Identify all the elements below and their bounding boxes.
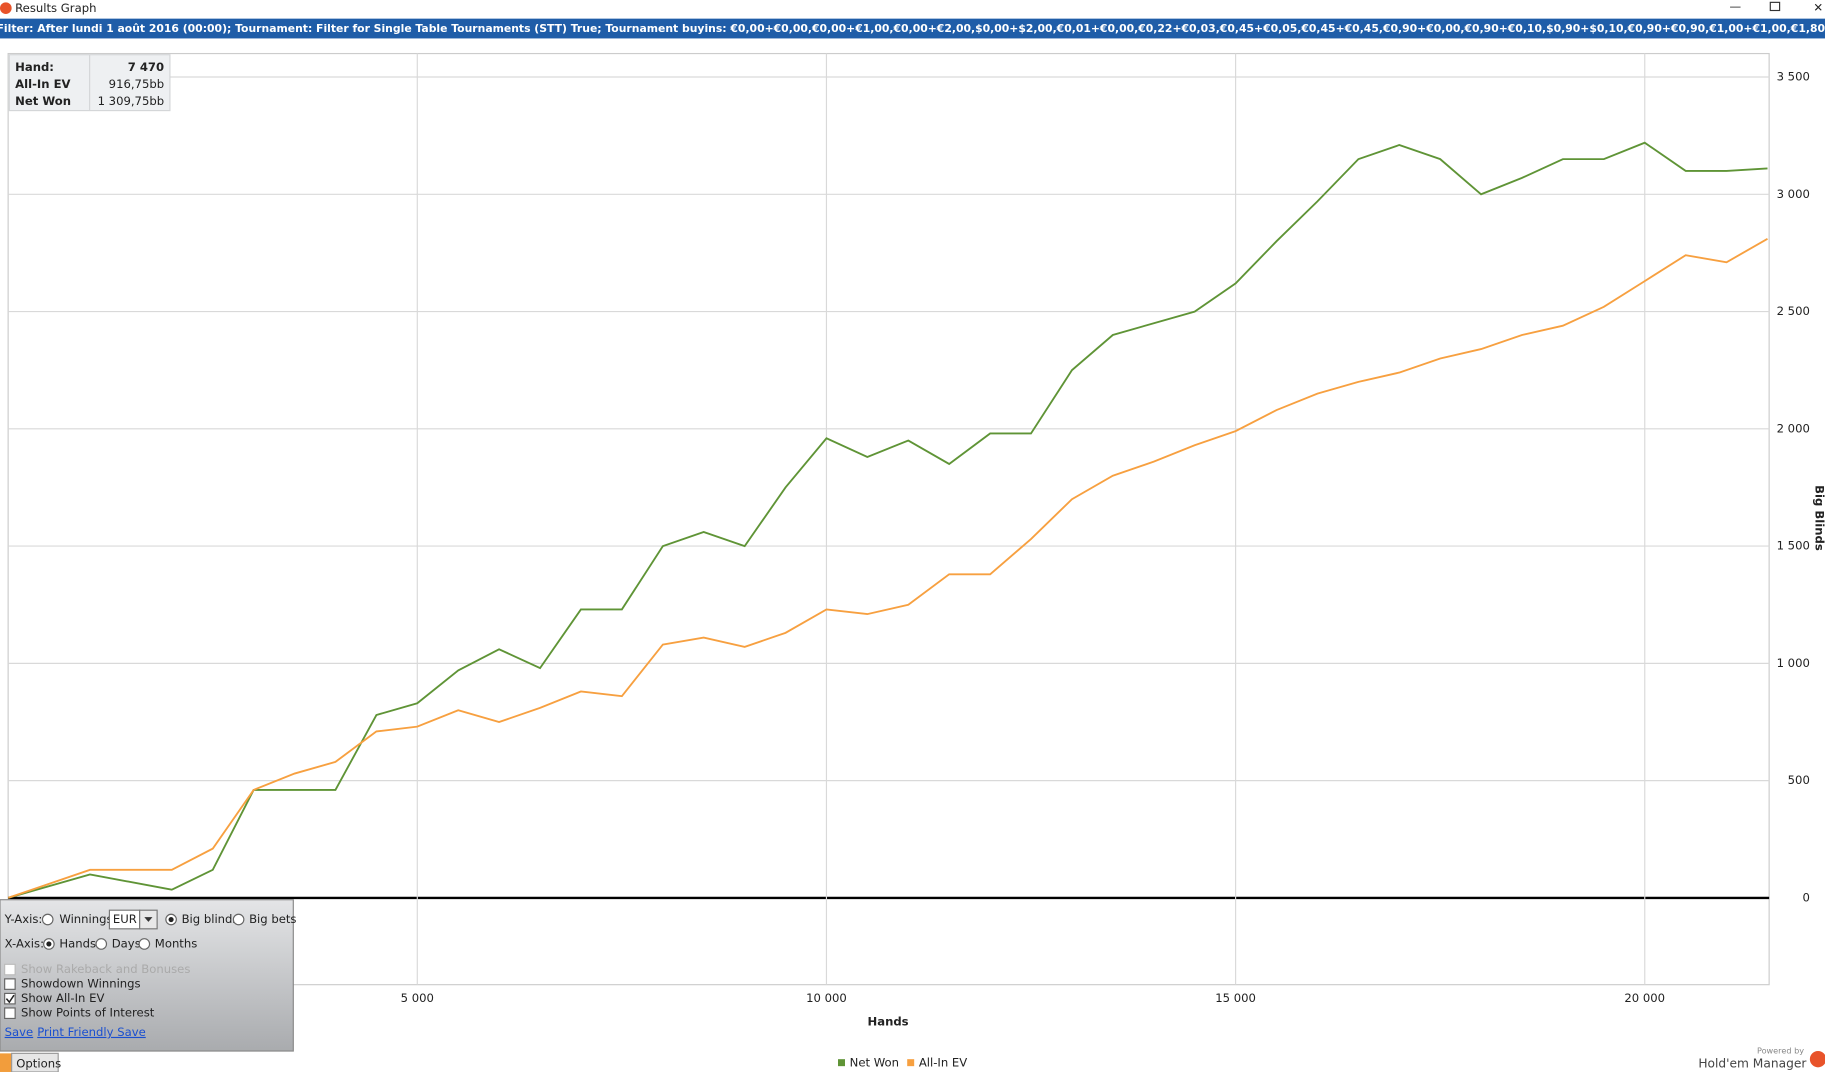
x-tick-label: 5 000 <box>401 991 434 1005</box>
restore-button[interactable] <box>1769 1 1781 12</box>
legend-label: Net Won <box>850 1056 899 1070</box>
radio-label: Months <box>155 936 198 950</box>
filter-text: Filter: After lundi 1 août 2016 (00:00);… <box>0 22 1825 35</box>
checkbox-label: Show Points of Interest <box>21 1006 155 1020</box>
y-tick-label: 0 <box>1802 890 1809 904</box>
radio-big-bets[interactable] <box>232 913 245 926</box>
x-tick-label: 15 000 <box>1215 991 1256 1005</box>
series-line <box>8 238 1768 899</box>
checkbox[interactable] <box>4 992 16 1005</box>
radio-selected <box>168 916 174 923</box>
x-axis-title: Hands <box>868 1014 909 1028</box>
checkbox[interactable] <box>4 978 16 990</box>
series-line <box>8 141 1768 899</box>
radio-label: Big blinds <box>182 912 239 926</box>
stat-value: 1 309,75bb <box>98 94 165 108</box>
stat-label: Hand: <box>15 60 54 74</box>
radio-label: Days <box>112 936 141 950</box>
radio-days[interactable] <box>95 938 108 950</box>
y-tick-label: 2 000 <box>1777 421 1810 435</box>
powered-by: Powered by <box>1757 1046 1804 1056</box>
options-tab-label: Options <box>16 1056 61 1070</box>
legend-swatch <box>907 1059 915 1067</box>
y-tick-label: 1 000 <box>1777 656 1810 670</box>
radio-label: Winnings <box>59 912 112 926</box>
stat-value: 7 470 <box>128 60 164 74</box>
filter-bar <box>0 18 1825 39</box>
radio-label: Hands <box>59 936 96 950</box>
legend-swatch <box>838 1059 845 1067</box>
stat-value: 916,75bb <box>109 77 164 91</box>
y-axis-option-label: Y-Axis: <box>4 912 43 926</box>
checkbox-label: Show Rakeback and Bonuses <box>21 962 190 976</box>
y-tick-label: 3 500 <box>1777 70 1810 84</box>
save-link[interactable]: Save <box>5 1025 34 1039</box>
app-icon <box>0 2 12 14</box>
currency-value: EUR <box>113 912 137 926</box>
radio-months[interactable] <box>138 938 151 950</box>
radio-selected <box>46 941 52 947</box>
y-tick-label: 500 <box>1788 773 1810 787</box>
y-axis-title: Big Blinds <box>1813 485 1825 551</box>
stat-label: All-In EV <box>15 77 70 91</box>
window-title: Results Graph <box>15 1 96 15</box>
brand-name: Hold'em Manager <box>1698 1056 1807 1070</box>
x-tick-label: 10 000 <box>806 991 847 1005</box>
legend-label: All-In EV <box>919 1056 967 1070</box>
checkbox-label: Showdown Winnings <box>21 977 141 991</box>
checkbox[interactable] <box>4 1007 16 1020</box>
stat-label: Net Won <box>15 94 71 108</box>
radio-label: Big bets <box>249 912 296 926</box>
plot-area <box>7 52 1770 986</box>
y-tick-label: 3 000 <box>1777 187 1810 201</box>
check-mark <box>5 994 15 1004</box>
checkbox[interactable] <box>4 963 16 976</box>
y-tick-label: 1 500 <box>1777 539 1810 553</box>
dropdown-arrow <box>144 917 153 922</box>
print-save-link[interactable]: Print Friendly Save <box>37 1025 146 1039</box>
x-axis-option-label: X-Axis: <box>5 936 44 950</box>
options-tab-icon <box>0 1053 12 1072</box>
minimize-button[interactable]: — <box>1730 0 1742 14</box>
radio-winnings[interactable] <box>41 913 54 926</box>
brand-logo <box>1809 1051 1825 1068</box>
close-button[interactable]: ✕ <box>1813 1 1823 15</box>
title-bar <box>0 0 1825 18</box>
x-tick-label: 20 000 <box>1624 991 1665 1005</box>
y-tick-label: 2 500 <box>1777 304 1810 318</box>
checkbox-label: Show All-In EV <box>21 991 105 1005</box>
